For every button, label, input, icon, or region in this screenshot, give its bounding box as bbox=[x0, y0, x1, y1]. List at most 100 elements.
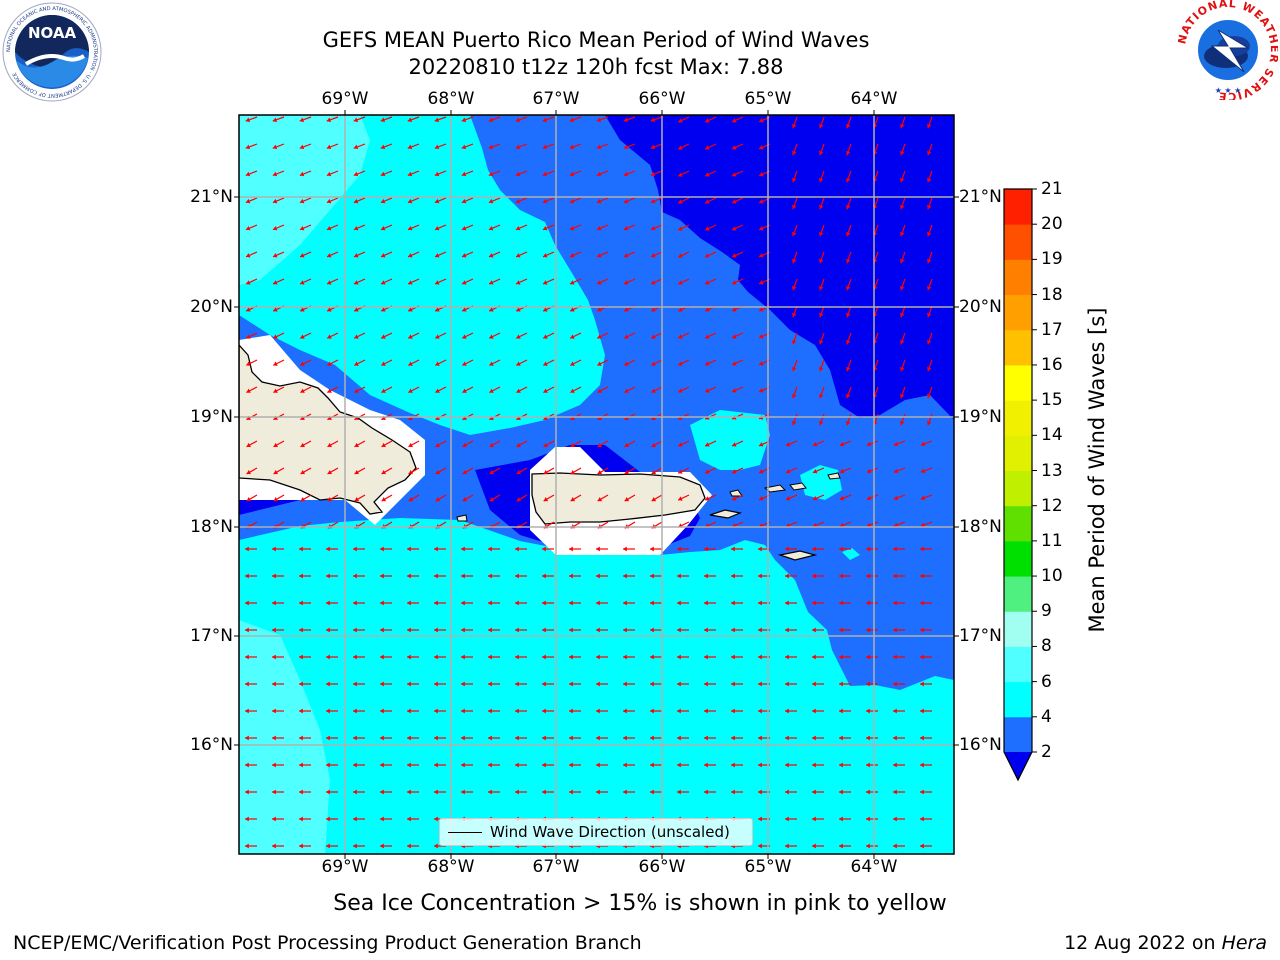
wind-arrow bbox=[839, 573, 851, 579]
wind-arrow bbox=[542, 789, 554, 795]
wind-arrow bbox=[272, 681, 284, 687]
wind-arrow bbox=[272, 816, 284, 822]
wind-arrow bbox=[515, 573, 527, 579]
wind-arrow bbox=[570, 440, 582, 448]
wind-arrow bbox=[245, 224, 258, 231]
wind-arrow bbox=[866, 573, 878, 579]
wind-arrow bbox=[569, 708, 581, 714]
wind-arrow bbox=[434, 278, 447, 285]
wind-arrow bbox=[353, 708, 365, 714]
wind-arrow bbox=[677, 251, 690, 258]
wind-arrow bbox=[704, 708, 716, 714]
wind-arrow bbox=[677, 762, 689, 768]
wind-arrow bbox=[407, 143, 420, 150]
wind-arrow bbox=[839, 681, 851, 687]
footer-date: 12 Aug 2022 on Hera bbox=[1064, 932, 1267, 954]
wind-arrow bbox=[353, 197, 366, 204]
wind-arrow bbox=[434, 170, 447, 177]
wind-arrow bbox=[273, 359, 285, 366]
wind-arrow bbox=[434, 681, 446, 687]
colorbar-tick-label: 21 bbox=[1041, 179, 1063, 199]
wind-arrow bbox=[899, 278, 906, 291]
wind-arrow bbox=[596, 278, 609, 285]
wind-arrow bbox=[624, 440, 636, 448]
wind-arrow bbox=[791, 197, 798, 210]
wind-arrow bbox=[272, 708, 284, 714]
wind-arrow bbox=[731, 762, 743, 768]
colorbar-tick-label: 11 bbox=[1041, 530, 1063, 551]
wind-arrow bbox=[839, 735, 851, 741]
wind-arrow bbox=[623, 654, 635, 660]
wind-arrow bbox=[489, 386, 501, 394]
wind-arrow bbox=[677, 440, 690, 447]
wind-arrow bbox=[899, 116, 906, 129]
wind-arrow bbox=[650, 116, 663, 123]
wind-arrow bbox=[353, 546, 365, 552]
wind-arrow bbox=[569, 762, 581, 768]
wind-arrow bbox=[791, 224, 798, 237]
wind-arrow bbox=[818, 278, 825, 291]
wind-arrow bbox=[407, 116, 420, 123]
wind-arrow bbox=[299, 654, 311, 660]
lon-label-bottom: 68°W bbox=[427, 857, 475, 877]
wind-arrow bbox=[299, 251, 312, 258]
wind-arrow bbox=[704, 789, 716, 795]
wind-arrow bbox=[462, 440, 474, 448]
wind-arrow bbox=[623, 332, 636, 339]
wind-arrow bbox=[812, 467, 825, 474]
wind-arrow bbox=[569, 143, 582, 150]
wind-arrow bbox=[272, 843, 284, 849]
wind-arrow bbox=[704, 627, 716, 633]
field-4-6-east2 bbox=[800, 465, 842, 500]
lat-label-left: 19°N bbox=[190, 407, 233, 427]
wind-arrow bbox=[272, 224, 285, 231]
wind-arrow bbox=[866, 627, 878, 633]
wind-arrow bbox=[407, 789, 419, 795]
colorbar-segment bbox=[1004, 505, 1032, 542]
wind-arrow bbox=[597, 386, 609, 394]
colorbar-tick-label: 9 bbox=[1041, 601, 1052, 622]
wind-arrow bbox=[791, 116, 798, 129]
wind-arrow bbox=[899, 143, 906, 156]
wind-arrow bbox=[596, 600, 608, 606]
wind-arrow bbox=[731, 546, 743, 552]
wind-arrow bbox=[893, 521, 906, 528]
wind-arrow bbox=[818, 143, 825, 156]
wind-arrow bbox=[326, 816, 338, 822]
wind-arrow bbox=[435, 494, 447, 502]
colorbar-segment bbox=[1004, 646, 1032, 683]
wind-arrow bbox=[245, 762, 257, 768]
wind-arrow bbox=[920, 789, 932, 795]
wind-arrow bbox=[677, 573, 689, 579]
noaa-logo-text: NOAA bbox=[28, 24, 77, 42]
wind-arrow bbox=[569, 197, 582, 204]
wind-arrow bbox=[731, 332, 744, 339]
wind-arrow bbox=[920, 735, 932, 741]
colorbar-under-triangle bbox=[1004, 752, 1032, 780]
wind-arrow bbox=[461, 170, 474, 177]
wind-arrow bbox=[569, 332, 582, 339]
map-legend: Wind Wave Direction (unscaled) bbox=[439, 818, 753, 846]
wind-arrow bbox=[899, 224, 906, 237]
field-6-8-nw bbox=[239, 115, 370, 285]
wind-arrow bbox=[677, 494, 690, 501]
wind-arrow bbox=[650, 735, 662, 741]
wind-arrow bbox=[353, 143, 366, 150]
wind-arrow bbox=[326, 116, 339, 123]
wind-arrow bbox=[407, 627, 419, 633]
wind-arrow bbox=[893, 494, 906, 501]
wind-arrow bbox=[299, 143, 312, 150]
wind-arrow bbox=[651, 440, 663, 448]
wind-arrow bbox=[704, 654, 716, 660]
wind-arrow bbox=[818, 224, 825, 237]
wind-arrow bbox=[677, 627, 689, 633]
wind-arrow bbox=[920, 600, 932, 606]
colorbar-tick-label: 13 bbox=[1041, 460, 1063, 481]
wind-arrow bbox=[327, 359, 339, 366]
colorbar-tick-label: 6 bbox=[1041, 671, 1052, 692]
wind-arrow bbox=[845, 278, 852, 291]
wind-arrow bbox=[434, 224, 447, 231]
wind-arrow bbox=[326, 681, 338, 687]
wind-arrow bbox=[381, 467, 393, 475]
wind-arrow bbox=[866, 654, 878, 660]
